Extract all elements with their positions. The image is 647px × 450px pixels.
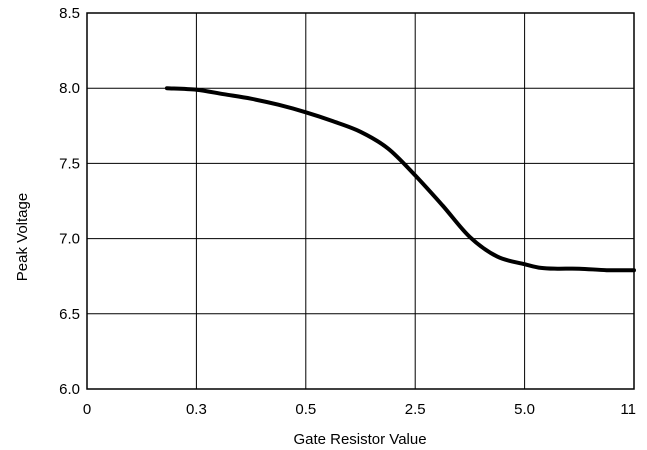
y-tick-label: 8.5	[59, 5, 80, 22]
y-tick-label: 8.0	[59, 80, 80, 97]
plot-frame	[87, 13, 634, 389]
series-line	[167, 88, 634, 270]
x-tick-label: 0.5	[295, 401, 316, 418]
x-tick-label: 2.5	[405, 401, 426, 418]
y-axis-title: Peak Voltage	[14, 193, 31, 281]
x-tick-label: 5.0	[514, 401, 535, 418]
y-tick-label: 6.5	[59, 306, 80, 323]
x-tick-label: 11	[620, 401, 636, 418]
x-axis-title: Gate Resistor Value	[293, 431, 426, 448]
grid	[87, 13, 634, 389]
y-tick-labels: 6.0 6.5 7.0 7.5 8.0 8.5	[59, 5, 80, 398]
x-tick-label: 0	[83, 401, 91, 418]
x-tick-label: 0.3	[186, 401, 207, 418]
y-tick-label: 6.0	[59, 381, 80, 398]
y-tick-label: 7.5	[59, 155, 80, 172]
y-tick-label: 7.0	[59, 231, 80, 248]
x-tick-labels: 0 0.3 0.5 2.5 5.0 11	[83, 401, 636, 418]
